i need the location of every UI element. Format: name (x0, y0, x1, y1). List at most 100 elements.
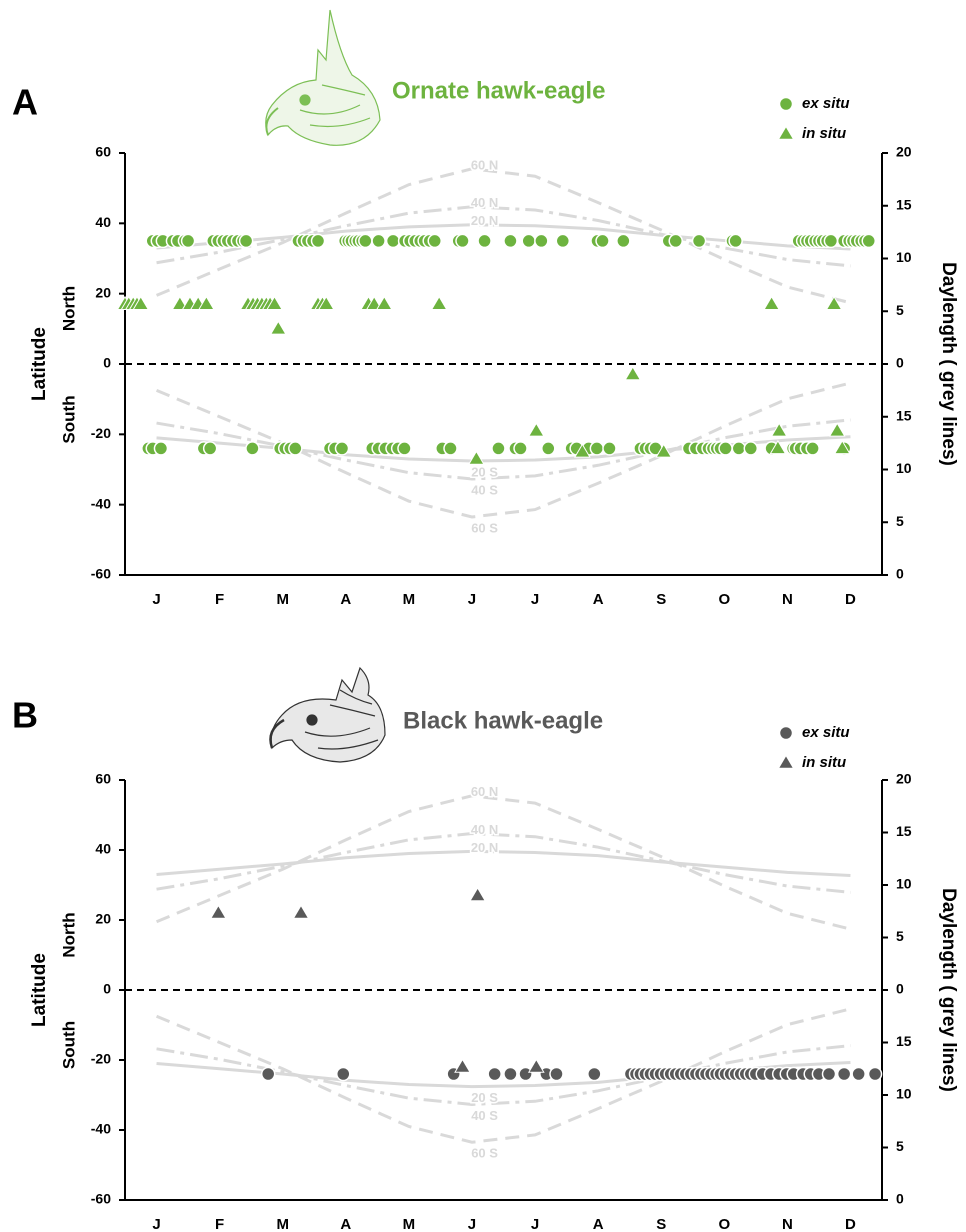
ex-situ-point (153, 441, 169, 456)
x-tick-label: N (782, 591, 793, 608)
north-label: North (59, 286, 78, 331)
ex-situ-point (805, 441, 820, 456)
x-tick-label: A (593, 591, 604, 608)
y2-tick-label: 10 (896, 1086, 912, 1102)
curve-label: 20 S (471, 464, 498, 479)
panel-letter: B (12, 695, 38, 736)
legend-label: in situ (802, 125, 846, 142)
ex-situ-point (867, 1066, 883, 1082)
ex-situ-point (202, 441, 218, 456)
ex-situ-point (851, 1066, 866, 1082)
y2-tick-label: 15 (896, 407, 912, 423)
in-situ-point (527, 422, 545, 437)
y-tick-label: -20 (91, 1051, 111, 1067)
in-situ-point (209, 904, 227, 919)
in-situ-point (317, 295, 335, 310)
ex-situ-point (371, 233, 386, 249)
in-situ-point (763, 295, 780, 310)
daylength-curve (156, 849, 851, 878)
x-tick-label: J (468, 1216, 476, 1232)
y2-axis-label: Daylength ( grey lines) (938, 888, 959, 1092)
ex-situ-point (718, 441, 733, 456)
ex-situ-point (334, 441, 350, 456)
legend-marker (778, 725, 794, 741)
y2-tick-label: 10 (896, 876, 912, 892)
x-tick-label: J (152, 1216, 160, 1232)
ex-situ-point (180, 233, 196, 249)
ex-situ-point (836, 1066, 852, 1082)
y-tick-label: 0 (103, 981, 111, 997)
y-tick-label: -20 (91, 425, 111, 441)
y2-tick-label: 0 (896, 566, 904, 582)
chart-title: Ornate hawk-eagle (392, 77, 605, 104)
ex-situ-point (238, 233, 254, 249)
x-tick-label: M (276, 1216, 289, 1232)
ex-situ-point (288, 441, 303, 456)
x-tick-label: F (215, 1216, 224, 1232)
ex-situ-point (861, 233, 877, 249)
ex-situ-point (602, 441, 617, 456)
y-tick-label: -40 (91, 1121, 111, 1137)
ex-situ-point (455, 233, 470, 249)
curve-label: 20 N (471, 213, 498, 228)
x-tick-label: D (845, 591, 856, 608)
ex-situ-point (534, 233, 549, 249)
x-tick-label: A (340, 591, 351, 608)
y2-tick-label: 5 (896, 513, 904, 529)
y-tick-label: 40 (95, 214, 111, 230)
ex-situ-point (587, 1066, 602, 1082)
x-tick-label: J (531, 591, 539, 608)
ex-situ-point (555, 233, 571, 249)
curve-label: 40 S (471, 1108, 498, 1123)
ex-situ-point (260, 1066, 276, 1082)
ornate-hawk-eagle-illustration (265, 9, 381, 146)
daylength-curve (155, 381, 851, 519)
in-situ-point (573, 443, 591, 458)
in-situ-point (365, 295, 383, 310)
in-situ-point (430, 295, 448, 310)
ex-situ-point (589, 441, 605, 456)
y2-tick-label: 15 (896, 823, 912, 839)
legend-label: ex situ (802, 95, 850, 112)
y-tick-label: 0 (103, 355, 111, 371)
y2-tick-label: 0 (896, 1191, 904, 1207)
ex-situ-point (443, 441, 458, 456)
black-hawk-eagle-illustration (269, 666, 386, 763)
in-situ-point (171, 295, 189, 310)
south-label: South (59, 1021, 78, 1069)
in-situ-point (769, 439, 787, 455)
in-situ-point (624, 366, 642, 381)
in-situ-point (828, 422, 846, 437)
y-tick-label: -60 (91, 566, 111, 582)
in-situ-point (825, 295, 843, 310)
legend-label: ex situ (802, 724, 850, 741)
y-axis-label: Latitude (29, 953, 50, 1027)
y-tick-label: 40 (95, 841, 111, 857)
ex-situ-point (513, 441, 528, 456)
curve-label: 60 N (471, 157, 498, 172)
in-situ-point (269, 320, 287, 335)
in-situ-point (292, 904, 310, 919)
ex-situ-point (731, 441, 747, 456)
y2-tick-label: 15 (896, 1033, 912, 1049)
ex-situ-point (518, 1066, 533, 1082)
x-tick-label: A (340, 1216, 351, 1232)
y2-tick-label: 20 (896, 144, 912, 160)
ex-situ-point (743, 441, 759, 456)
ex-situ-point (823, 233, 839, 249)
y2-tick-label: 5 (896, 302, 904, 318)
north-label: North (59, 912, 78, 957)
ex-situ-point (541, 441, 556, 456)
x-tick-label: S (656, 591, 666, 608)
chart-title: Black hawk-eagle (403, 707, 603, 734)
x-tick-label: M (403, 591, 416, 608)
ex-situ-point (503, 233, 518, 249)
y2-tick-label: 15 (896, 196, 912, 212)
legend-marker (777, 754, 795, 769)
in-situ-point (770, 422, 788, 437)
y2-tick-label: 5 (896, 1138, 904, 1154)
ex-situ-point (310, 233, 326, 249)
in-situ-point (655, 443, 673, 458)
in-situ-point (527, 1058, 545, 1073)
ex-situ-point (358, 233, 373, 249)
